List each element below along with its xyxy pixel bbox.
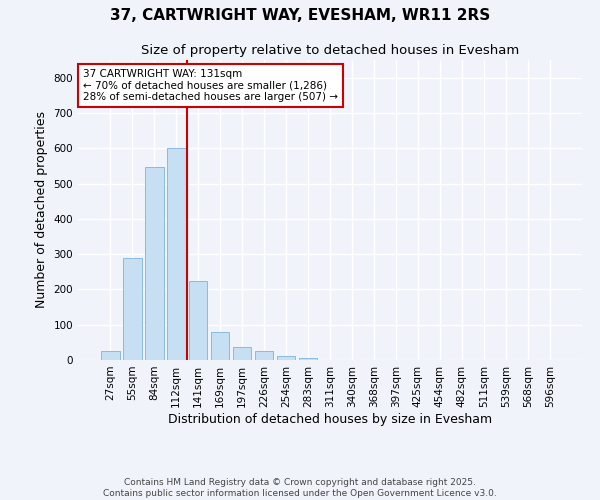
Text: 37, CARTWRIGHT WAY, EVESHAM, WR11 2RS: 37, CARTWRIGHT WAY, EVESHAM, WR11 2RS (110, 8, 490, 22)
Title: Size of property relative to detached houses in Evesham: Size of property relative to detached ho… (141, 44, 519, 58)
Bar (255, 351, 274, 360)
Bar (233, 347, 251, 360)
Bar (189, 280, 208, 360)
Bar (277, 356, 295, 360)
X-axis label: Distribution of detached houses by size in Evesham: Distribution of detached houses by size … (168, 412, 492, 426)
Bar (167, 148, 185, 360)
Bar (145, 167, 164, 360)
Bar (101, 351, 119, 360)
Text: Contains HM Land Registry data © Crown copyright and database right 2025.
Contai: Contains HM Land Registry data © Crown c… (103, 478, 497, 498)
Bar (211, 332, 229, 360)
Y-axis label: Number of detached properties: Number of detached properties (35, 112, 48, 308)
Bar (123, 258, 142, 360)
Bar (299, 358, 317, 360)
Text: 37 CARTWRIGHT WAY: 131sqm
← 70% of detached houses are smaller (1,286)
28% of se: 37 CARTWRIGHT WAY: 131sqm ← 70% of detac… (83, 69, 338, 102)
